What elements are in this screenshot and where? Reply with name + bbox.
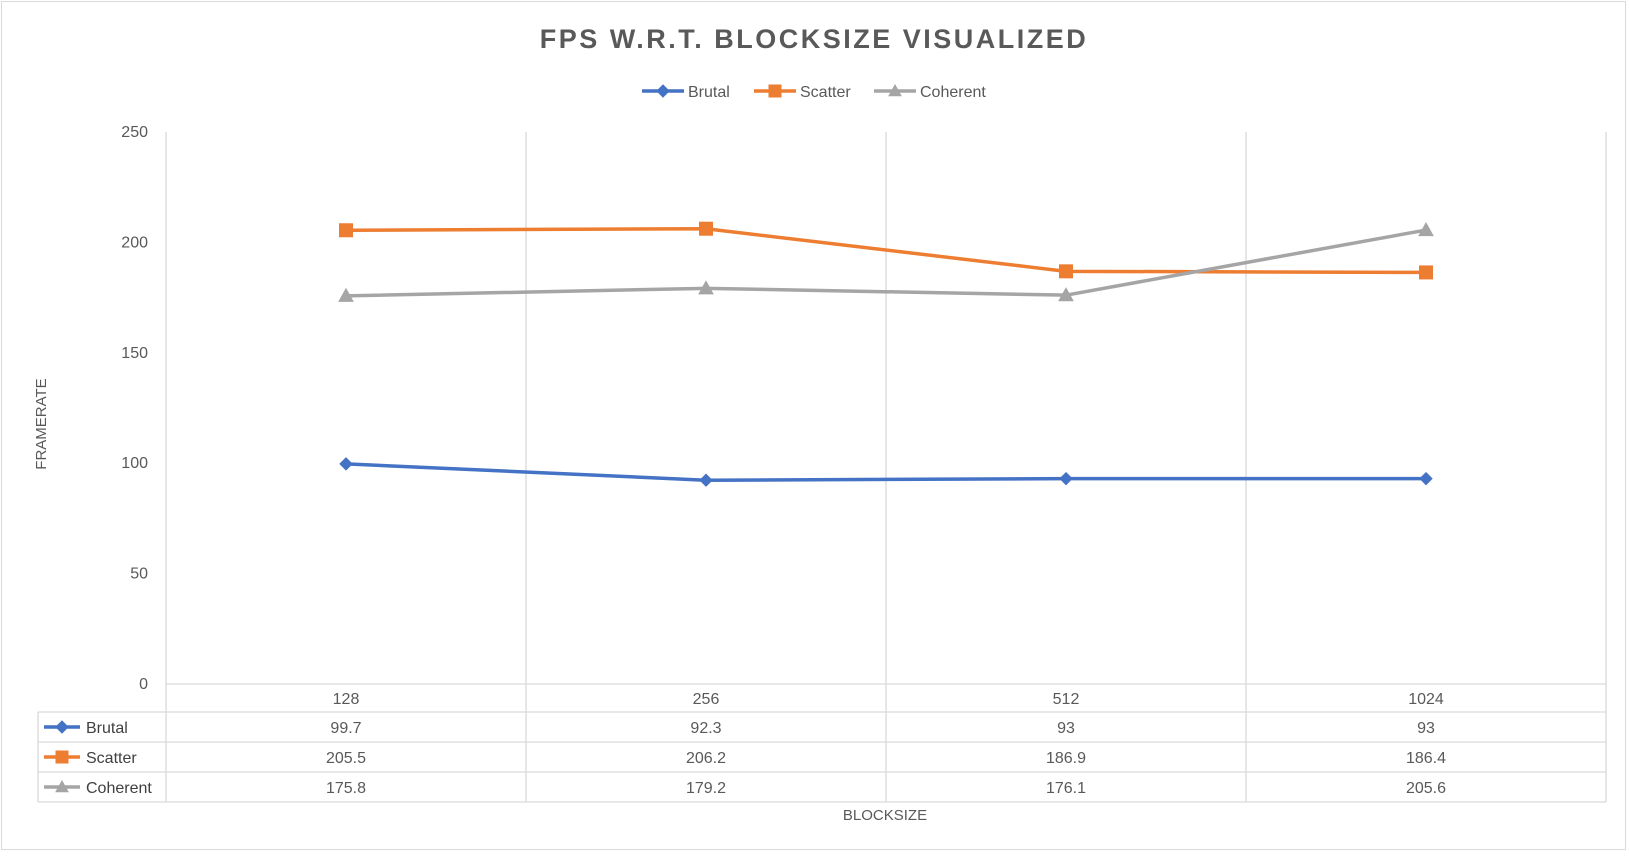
data-point xyxy=(1058,287,1074,302)
legend-item-brutal: Brutal xyxy=(642,84,730,101)
legend-label: Brutal xyxy=(688,84,730,101)
legend-item-scatter: Scatter xyxy=(754,84,851,101)
y-tick-label: 200 xyxy=(121,234,148,251)
table-cell: 179.2 xyxy=(686,780,726,797)
x-tick-label: 256 xyxy=(693,691,720,708)
x-axis-label: BLOCKSIZE xyxy=(843,807,927,824)
data-point xyxy=(1059,471,1073,486)
y-tick-label: 150 xyxy=(121,345,148,362)
x-tick-label: 512 xyxy=(1053,691,1080,708)
legend-item-coherent: Coherent xyxy=(874,83,986,101)
table-cell: 175.8 xyxy=(326,780,366,797)
table-cell: 93 xyxy=(1057,720,1075,737)
plot-area: 0 50 100 150 200 250 xyxy=(121,124,1607,802)
data-point xyxy=(1419,265,1433,280)
table-cell: 92.3 xyxy=(690,720,721,737)
data-point xyxy=(1059,264,1073,279)
table-series-name: Brutal xyxy=(86,720,128,737)
series-line xyxy=(345,462,1426,482)
table-cell: 205.6 xyxy=(1406,780,1446,797)
y-tick-label: 250 xyxy=(121,124,148,141)
table-legend-marker xyxy=(55,750,69,764)
legend-label: Scatter xyxy=(800,84,851,101)
series-line xyxy=(345,226,1427,275)
x-tick-label: 128 xyxy=(333,691,360,708)
table-cell: 186.9 xyxy=(1046,750,1086,767)
chart-title: FPS W.R.T. BLOCKSIZE VISUALIZED xyxy=(540,24,1089,54)
table-cell: 206.2 xyxy=(686,750,726,767)
table-series-name: Coherent xyxy=(86,780,152,797)
table-legend-marker xyxy=(55,779,69,793)
table-cell: 186.4 xyxy=(1406,750,1446,767)
data-point xyxy=(339,457,353,471)
y-tick-label: 100 xyxy=(121,455,148,472)
x-tick-label: 1024 xyxy=(1408,691,1444,708)
data-point xyxy=(1418,222,1434,237)
y-axis-label: FRAMERATE xyxy=(33,378,50,469)
data-point xyxy=(339,223,353,238)
data-point xyxy=(338,287,354,302)
table-cell: 93 xyxy=(1417,720,1435,737)
data-point xyxy=(699,221,713,236)
y-tick-label: 50 xyxy=(130,566,148,583)
series-scatter xyxy=(339,221,1433,280)
legend: Brutal Scatter Coherent xyxy=(642,83,986,101)
y-tick-label: 0 xyxy=(139,676,148,693)
series-coherent xyxy=(338,222,1434,302)
legend-marker xyxy=(656,84,670,98)
table-series-name: Scatter xyxy=(86,750,137,767)
legend-marker xyxy=(888,83,902,97)
legend-label: Coherent xyxy=(920,84,986,101)
data-point xyxy=(699,473,713,487)
series-brutal xyxy=(339,457,1433,487)
series-line xyxy=(345,228,1427,298)
data-point xyxy=(1419,471,1433,486)
legend-marker xyxy=(768,84,782,98)
table-cell: 176.1 xyxy=(1046,780,1086,797)
table-cell: 205.5 xyxy=(326,750,366,767)
table-legend-marker xyxy=(55,720,69,734)
table-cell: 99.7 xyxy=(330,720,361,737)
data-point xyxy=(698,280,714,295)
data-table: 128 256 512 1024 Brutal 99.7 92.3 93 93 Scatter 20… xyxy=(37,683,1606,803)
